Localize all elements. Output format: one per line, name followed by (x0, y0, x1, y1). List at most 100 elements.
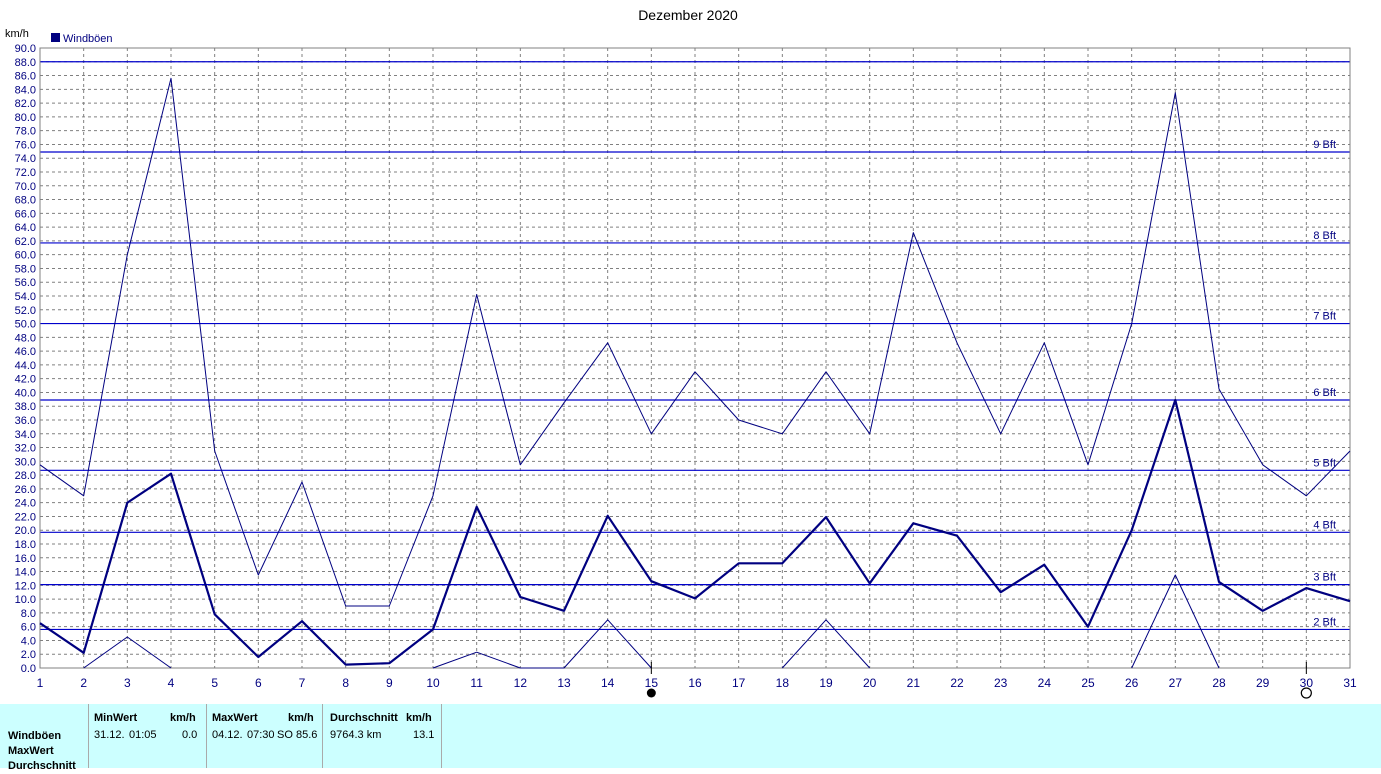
x-tick-label: 30 (1300, 676, 1314, 690)
x-tick-label: 20 (863, 676, 877, 690)
beaufort-label: 6 Bft (1313, 387, 1336, 399)
y-tick-label: 6.0 (21, 622, 36, 634)
y-tick-label: 38.0 (15, 401, 36, 413)
min-value: 0.0 (182, 729, 198, 741)
legend-label: Windböen (63, 33, 113, 45)
new-moon-icon (646, 688, 656, 698)
max-unit: km/h (288, 712, 314, 724)
min-header: MinWert (94, 712, 138, 724)
x-tick-label: 17 (732, 676, 746, 690)
x-tick-label: 26 (1125, 676, 1139, 690)
max-direction: SO (277, 729, 293, 741)
x-tick-label: 12 (514, 676, 528, 690)
y-tick-label: 22.0 (15, 511, 36, 523)
y-tick-label: 30.0 (15, 456, 36, 468)
x-tick-label: 27 (1169, 676, 1183, 690)
beaufort-label: 3 Bft (1313, 572, 1336, 584)
x-tick-label: 25 (1081, 676, 1095, 690)
y-tick-label: 82.0 (15, 98, 36, 110)
x-tick-label: 24 (1038, 676, 1052, 690)
y-tick-label: 40.0 (15, 387, 36, 399)
y-tick-label: 72.0 (15, 167, 36, 179)
avg-unit: km/h (406, 712, 432, 724)
y-tick-label: 2.0 (21, 649, 36, 661)
x-tick-label: 9 (386, 676, 393, 690)
x-tick-label: 11 (470, 676, 483, 690)
avg-value: 13.1 (413, 729, 435, 741)
chart-area: Dezember 2020 km/h Windböen 2 Bft 3 Bft 4 … (5, 7, 1357, 699)
beaufort-label: 2 Bft (1313, 616, 1336, 628)
y-tick-label: 18.0 (15, 539, 36, 551)
x-tick-label: 5 (211, 676, 218, 690)
y-tick-label: 44.0 (15, 360, 36, 372)
y-tick-label: 8.0 (21, 608, 36, 620)
y-tick-label: 86.0 (15, 71, 36, 83)
series-line-max (39, 77, 1351, 607)
x-tick-label: 8 (342, 676, 349, 690)
column-separator (206, 704, 207, 768)
series-line-min (1131, 574, 1220, 669)
beaufort-label: 8 Bft (1313, 230, 1336, 242)
x-tick-label: 23 (994, 676, 1008, 690)
x-tick-label: 14 (601, 676, 615, 690)
chart-title: Dezember 2020 (638, 7, 738, 23)
row-labels: Windböen MaxWert Durchschnitt (8, 729, 76, 774)
y-tick-label: 46.0 (15, 346, 36, 358)
series-line-min (781, 619, 871, 669)
y-tick-label: 52.0 (15, 305, 36, 317)
beaufort-label: 9 Bft (1313, 139, 1336, 151)
y-tick-label: 4.0 (21, 635, 36, 647)
y-tick-label: 88.0 (15, 57, 36, 69)
beaufort-label: 7 Bft (1313, 311, 1336, 323)
x-tick-label: 3 (124, 676, 131, 690)
y-tick-label: 84.0 (15, 84, 36, 96)
y-tick-label: 32.0 (15, 443, 36, 455)
x-tick-label: 15 (645, 676, 659, 690)
x-tick-label: 21 (907, 676, 921, 690)
series-line-min (432, 619, 652, 669)
x-tick-label: 19 (819, 676, 833, 690)
y-tick-label: 34.0 (15, 429, 36, 441)
y-tick-label: 64.0 (15, 222, 36, 234)
y-tick-label: 66.0 (15, 208, 36, 220)
x-tick-label: 31 (1343, 676, 1357, 690)
y-tick-label: 78.0 (15, 126, 36, 138)
max-date: 04.12. (212, 729, 243, 741)
y-tick-label: 70.0 (15, 181, 36, 193)
x-tick-label: 10 (426, 676, 440, 690)
x-tick-label: 29 (1256, 676, 1270, 690)
min-time: 01:05 (129, 729, 157, 741)
x-tick-label: 28 (1212, 676, 1226, 690)
max-header: MaxWert (212, 712, 258, 724)
full-moon-icon (1300, 687, 1312, 699)
y-tick-label: 76.0 (15, 139, 36, 151)
statistics-table: Windböen MaxWert Durchschnitt MinWert km… (0, 704, 1381, 772)
x-tick-label: 1 (37, 676, 44, 690)
series-line-min (83, 636, 172, 669)
avg-distance: 9764.3 km (330, 729, 382, 741)
y-tick-label: 14.0 (15, 567, 36, 579)
y-tick-label: 56.0 (15, 277, 36, 289)
x-tick-label: 4 (168, 676, 175, 690)
y-tick-label: 0.0 (21, 663, 36, 675)
beaufort-label: 4 Bft (1313, 519, 1336, 531)
column-separator (322, 704, 323, 768)
x-tick-label: 6 (255, 676, 262, 690)
x-tick-label: 13 (557, 676, 571, 690)
x-tick-label: 2 (80, 676, 87, 690)
max-value: 85.6 (296, 729, 318, 741)
y-tick-label: 68.0 (15, 195, 36, 207)
min-date: 31.12. (94, 729, 125, 741)
y-tick-label: 24.0 (15, 498, 36, 510)
row-label-durchschnitt: Durchschnitt (8, 760, 76, 772)
y-tick-label: 62.0 (15, 236, 36, 248)
beaufort-label: 5 Bft (1313, 457, 1336, 469)
y-tick-label: 16.0 (15, 553, 36, 565)
y-tick-label: 20.0 (15, 525, 36, 537)
y-tick-label: 58.0 (15, 263, 36, 275)
y-tick-label: 60.0 (15, 250, 36, 262)
plot-frame (39, 47, 1351, 669)
max-time: 07:30 (247, 729, 275, 741)
y-tick-label: 28.0 (15, 470, 36, 482)
y-tick-label: 26.0 (15, 484, 36, 496)
